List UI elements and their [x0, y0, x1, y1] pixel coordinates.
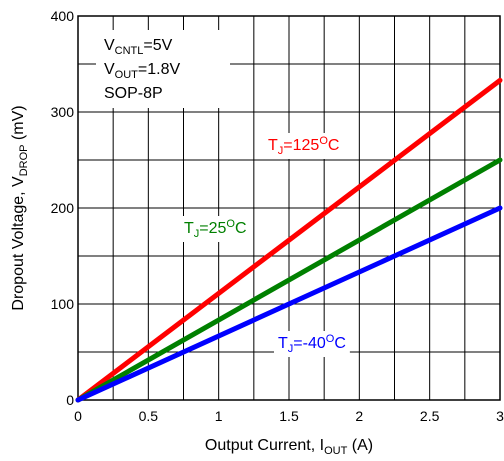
- condition-package: SOP-8P: [104, 85, 163, 102]
- y-tick-label: 200: [51, 200, 75, 216]
- test-conditions: VCNTL=5V VOUT=1.8V SOP-8P: [96, 30, 230, 108]
- y-tick-labels: 0 100 200 300 400: [51, 8, 75, 408]
- x-tick-label: 0.5: [139, 408, 159, 424]
- y-tick-label: 0: [66, 392, 74, 408]
- y-tick-label: 300: [51, 104, 75, 120]
- x-tick-label: 1.5: [279, 408, 299, 424]
- series-label-25c: TJ=25OC: [184, 218, 247, 240]
- x-tick-labels: 0 0.5 1 1.5 2 2.5 3: [74, 408, 504, 424]
- x-tick-label: 2.5: [420, 408, 440, 424]
- y-tick-label: 100: [51, 296, 75, 312]
- y-tick-label: 400: [51, 8, 75, 24]
- x-tick-label: 1: [215, 408, 223, 424]
- x-tick-label: 2: [355, 408, 363, 424]
- x-axis-title: Output Current, IOUT (A): [205, 437, 373, 457]
- x-tick-label: 0: [74, 408, 82, 424]
- y-axis-title: Dropout Voltage, VDROP (mV): [10, 105, 30, 310]
- x-tick-label: 3: [496, 408, 504, 424]
